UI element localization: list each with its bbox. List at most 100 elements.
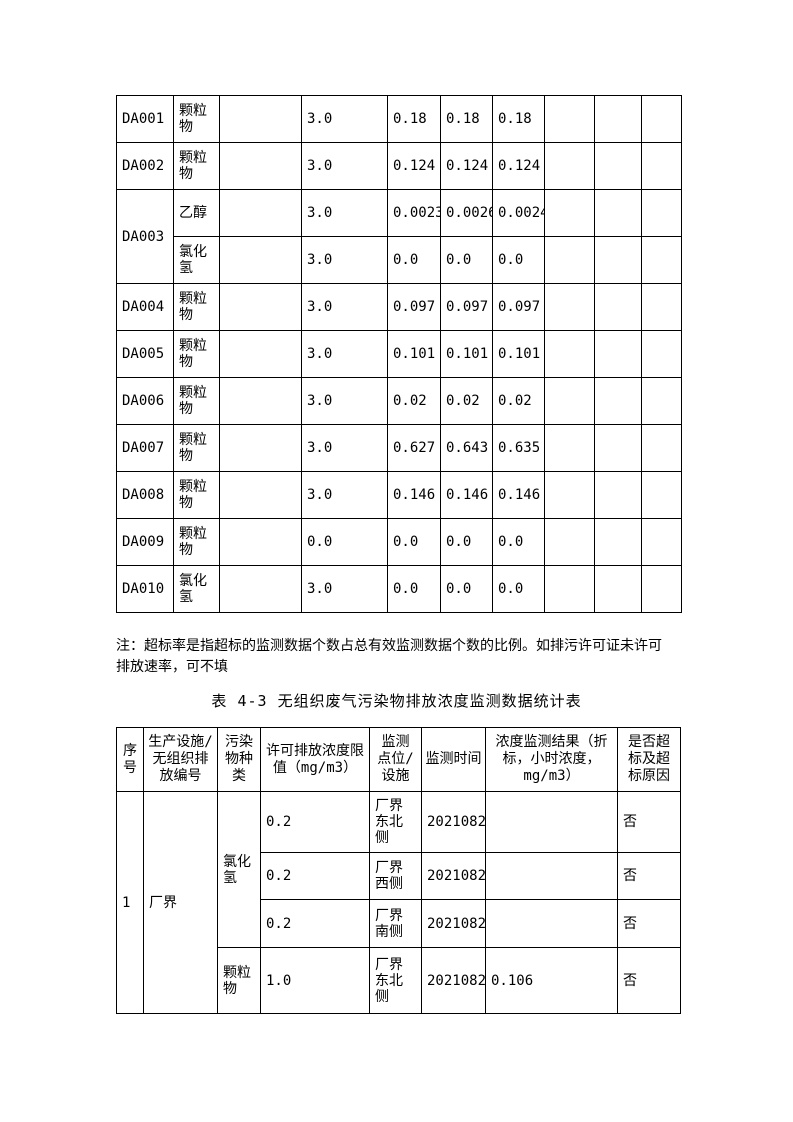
cell-value: 0.18	[492, 95, 545, 143]
cell-limit: 3.0	[301, 471, 388, 519]
cell-outlet-id: DA002	[116, 142, 174, 190]
cell-empty	[594, 330, 642, 378]
cell-empty	[594, 377, 642, 425]
cell-value: 0.0	[440, 518, 493, 566]
table-row: 颗粒 物 1.0 厂界 东北 侧 20210827 0.106 否	[117, 947, 681, 1014]
cell-pollutant: 颗粒 物	[173, 283, 220, 331]
cell-time: 20210827	[421, 852, 486, 900]
cell-empty	[544, 142, 595, 190]
cell-pollutant: 颗粒 物	[173, 330, 220, 378]
cell-point: 厂界 南侧	[369, 899, 422, 948]
cell-empty	[219, 471, 302, 519]
organized-emission-table: DA001 颗粒 物 3.0 0.18 0.18 0.18 DA002 颗粒 物…	[116, 95, 682, 613]
cell-empty	[544, 471, 595, 519]
cell-empty	[219, 424, 302, 472]
cell-limit: 3.0	[301, 189, 388, 237]
cell-empty	[594, 283, 642, 331]
cell-outlet-id: DA005	[116, 330, 174, 378]
table-row: 0.2 厂界 西侧 20210827 否	[117, 852, 681, 900]
table-row: DA003 乙醇 3.0 0.0023 0.0026 0.0024	[116, 189, 682, 284]
cell-empty	[544, 330, 595, 378]
table-header-row: 序 号 生产设施/ 无组织排 放编号 污染 物种 类 许可排放浓度限 值（mg/…	[116, 727, 681, 792]
cell-pollutant: 乙醇	[173, 189, 220, 237]
table-note: 注：超标率是指超标的监测数据个数占总有效监测数据个数的比例。如排污许可证未许可 …	[116, 638, 662, 675]
cell-value: 0.0	[387, 236, 441, 284]
header-result: 浓度监测结果（折 标，小时浓度， mg/m3）	[485, 727, 618, 792]
cell-limit: 3.0	[301, 236, 388, 284]
cell-empty	[641, 330, 682, 378]
header-limit: 许可排放浓度限 值（mg/m3）	[260, 727, 370, 792]
cell-empty	[544, 189, 595, 237]
cell-empty	[594, 471, 642, 519]
cell-value: 0.146	[387, 471, 441, 519]
cell-empty	[641, 424, 682, 472]
cell-value: 0.097	[387, 283, 441, 331]
cell-empty	[544, 95, 595, 143]
cell-limit: 0.2	[260, 791, 370, 853]
table-row: DA005 颗粒 物 3.0 0.101 0.101 0.101	[116, 330, 682, 378]
cell-limit: 3.0	[301, 95, 388, 143]
cell-empty	[544, 518, 595, 566]
cell-empty	[641, 565, 682, 613]
cell-empty	[641, 377, 682, 425]
cell-result: 0.106	[485, 947, 618, 1014]
cell-pollutant: 颗粒 物	[173, 377, 220, 425]
cell-result	[485, 899, 618, 948]
cell-limit: 3.0	[301, 330, 388, 378]
cell-pollutant: 氯化 氢	[173, 565, 220, 613]
cell-facility: 厂界	[143, 791, 218, 1014]
cell-value: 0.124	[387, 142, 441, 190]
cell-outlet-id: DA003	[116, 189, 174, 284]
table-row: DA007 颗粒 物 3.0 0.627 0.643 0.635	[116, 424, 682, 472]
cell-value: 0.0	[440, 565, 493, 613]
cell-point: 厂界 西侧	[369, 852, 422, 900]
cell-limit: 3.0	[301, 424, 388, 472]
cell-empty	[641, 471, 682, 519]
cell-point: 厂界 东北 侧	[369, 947, 422, 1014]
fugitive-emission-table: 序 号 生产设施/ 无组织排 放编号 污染 物种 类 许可排放浓度限 值（mg/…	[116, 727, 681, 1014]
cell-value: 0.0	[387, 518, 441, 566]
cell-exceed: 否	[617, 947, 681, 1014]
cell-value: 0.0	[387, 565, 441, 613]
header-time: 监测时间	[421, 727, 486, 792]
cell-exceed: 否	[617, 852, 681, 900]
cell-outlet-id: DA004	[116, 283, 174, 331]
cell-empty	[219, 236, 302, 284]
cell-empty	[544, 424, 595, 472]
cell-pollutant: 颗粒 物	[217, 947, 261, 1014]
table-row: DA006 颗粒 物 3.0 0.02 0.02 0.02	[116, 377, 682, 425]
cell-limit: 3.0	[301, 377, 388, 425]
cell-empty	[594, 142, 642, 190]
cell-empty	[641, 142, 682, 190]
cell-empty	[219, 95, 302, 143]
cell-pollutant: 颗粒 物	[173, 95, 220, 143]
cell-empty	[594, 189, 642, 237]
table-row: DA008 颗粒 物 3.0 0.146 0.146 0.146	[116, 471, 682, 519]
cell-empty	[219, 377, 302, 425]
cell-result	[485, 791, 618, 853]
cell-empty	[219, 142, 302, 190]
cell-limit: 3.0	[301, 565, 388, 613]
cell-empty	[544, 565, 595, 613]
cell-value: 0.0	[440, 236, 493, 284]
cell-pollutant: 颗粒 物	[173, 471, 220, 519]
header-pollutant: 污染 物种 类	[217, 727, 261, 792]
table-row: DA001 颗粒 物 3.0 0.18 0.18 0.18	[116, 95, 682, 143]
table-row: DA004 颗粒 物 3.0 0.097 0.097 0.097	[116, 283, 682, 331]
header-exceed: 是否超 标及超 标原因	[617, 727, 681, 792]
cell-empty	[594, 424, 642, 472]
cell-value: 0.02	[440, 377, 493, 425]
cell-empty	[641, 95, 682, 143]
cell-value: 0.0024	[492, 189, 545, 237]
cell-pollutant: 颗粒 物	[173, 424, 220, 472]
cell-value: 0.0	[492, 236, 545, 284]
header-facility: 生产设施/ 无组织排 放编号	[143, 727, 218, 792]
cell-value: 0.146	[492, 471, 545, 519]
cell-value: 0.0026	[440, 189, 493, 237]
cell-outlet-id: DA007	[116, 424, 174, 472]
cell-empty	[641, 189, 682, 237]
cell-value: 0.124	[492, 142, 545, 190]
cell-empty	[594, 565, 642, 613]
table-row: DA009 颗粒 物 0.0 0.0 0.0 0.0	[116, 518, 682, 566]
